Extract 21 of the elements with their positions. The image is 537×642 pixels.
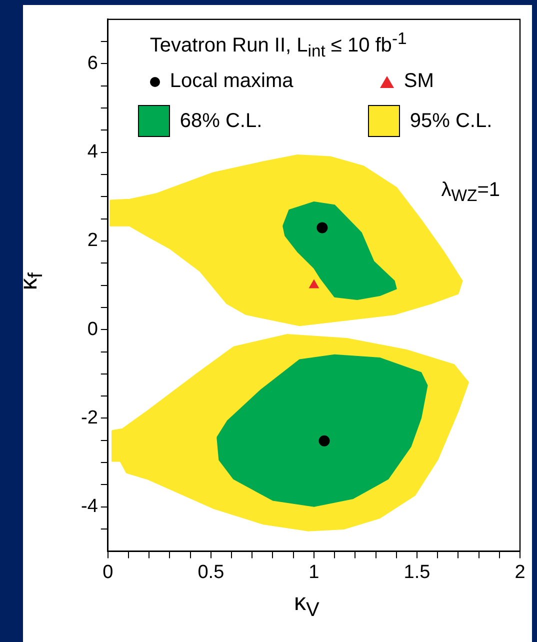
point: [318, 435, 330, 446]
y-tick-label: -2: [80, 407, 98, 428]
x-tick-label: 1: [308, 562, 320, 583]
point: [309, 280, 319, 288]
legend-label: 95% C.L.: [410, 110, 492, 133]
y-tick-label: 2: [87, 230, 98, 252]
x-tick-label: 2: [514, 562, 526, 583]
legend-label: 68% C.L.: [180, 110, 262, 133]
point: [316, 222, 328, 234]
x-tick-label: 0.5: [198, 562, 224, 583]
annotation: λ$_{WZ}$=1: [441, 179, 500, 206]
x-tick-label: 1.5: [404, 562, 430, 583]
y-tick-label: 6: [87, 52, 98, 74]
y-tick-label: 0: [87, 318, 98, 340]
y-tick-label: 4: [87, 142, 98, 163]
x-axis-title: κ$_{V}$: [294, 589, 320, 622]
legend-label: SM: [404, 70, 434, 94]
legend-title: Tevatron Run II, L$_{int}$ ≤ 10 fb$^{-1}$: [150, 29, 408, 62]
legend-label: Local maxima: [170, 70, 294, 94]
x-tick-label: 0: [102, 562, 114, 583]
y-tick-label: -4: [80, 496, 98, 518]
